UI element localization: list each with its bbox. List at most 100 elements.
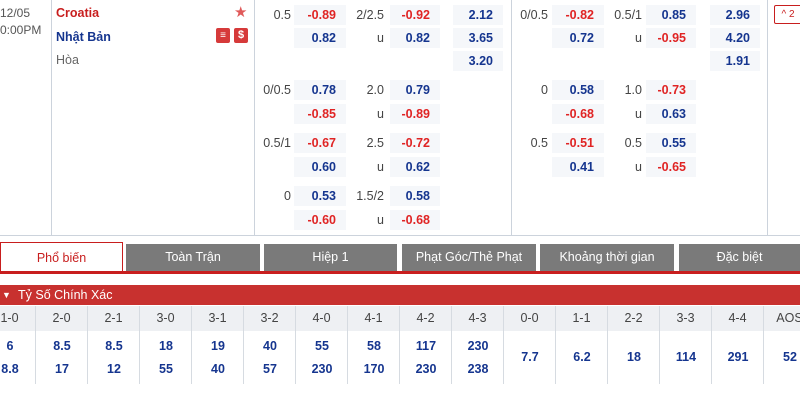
score-odds[interactable]: 12 [107,362,121,376]
ht-handicap-odds[interactable]: 0.41 [552,157,604,177]
ft-1x2-draw[interactable]: 3.20 [453,51,503,71]
ft-handicap-odds[interactable]: -0.85 [294,104,346,124]
score-odds[interactable]: 170 [363,362,385,376]
score-odds[interactable]: 17 [55,362,69,376]
score-column [36,331,88,384]
ft-ou-odds[interactable]: -0.72 [390,133,440,153]
ft-ou-odds[interactable]: 0.79 [390,80,440,100]
ht-handicap-line: 0 [541,83,548,97]
section-header: ▼ Tỷ Số Chính Xác [0,285,800,305]
score-odds[interactable]: 291 [727,350,749,364]
score-column [296,331,348,384]
score-odds[interactable]: 230 [415,362,437,376]
score-column [504,331,556,384]
collapse-caret-icon[interactable]: ▼ [2,290,11,300]
ht-ou-odds[interactable]: 0.63 [646,104,696,124]
score-column [712,331,764,384]
home-team[interactable]: Croatia [56,6,100,20]
ht-handicap-odds[interactable]: -0.51 [552,133,604,153]
score-odds[interactable]: 8.8 [1,362,19,376]
score-odds[interactable]: 230 [467,339,489,353]
ft-ou-odds[interactable]: -0.92 [390,5,440,25]
score-odds[interactable]: 7.7 [521,350,539,364]
score-column [192,331,244,384]
ht-1x2-home[interactable]: 2.96 [710,5,760,25]
score-header: 4-1 [348,306,400,331]
dollar-icon[interactable]: $ [234,28,248,43]
tab-time-period[interactable]: Khoảng thời gian [540,244,674,271]
more-markets-button[interactable]: ^ 2 [774,5,800,24]
ft-handicap-odds[interactable]: -0.89 [294,5,346,25]
ft-ou-odds[interactable]: 0.62 [390,157,440,177]
score-header: 4-4 [712,306,764,331]
draw-label: Hòa [56,53,79,67]
score-odds[interactable]: 8.5 [53,339,71,353]
score-odds[interactable]: 40 [211,362,225,376]
score-odds[interactable]: 58 [367,339,381,353]
tab-corners-cards[interactable]: Phạt Góc/Thẻ Phạt [402,244,536,271]
score-odds[interactable]: 6.2 [573,350,591,364]
ht-ou-odds[interactable]: -0.95 [646,28,696,48]
ht-handicap-odds[interactable]: -0.68 [552,104,604,124]
ft-handicap-odds[interactable]: 0.78 [294,80,346,100]
ht-ou-line: 0.5/1 [614,8,642,22]
ft-1x2-home[interactable]: 2.12 [453,5,503,25]
ht-ou-odds[interactable]: -0.73 [646,80,696,100]
score-header: 4-3 [452,306,504,331]
ht-ou-odds[interactable]: -0.65 [646,157,696,177]
ft-ou-odds[interactable]: 0.82 [390,28,440,48]
score-odds[interactable]: 55 [315,339,329,353]
ht-1x2-draw[interactable]: 1.91 [710,51,760,71]
ft-handicap-odds[interactable]: -0.67 [294,133,346,153]
stats-icon[interactable]: ≡ [216,28,230,43]
ht-handicap-odds[interactable]: 0.72 [552,28,604,48]
score-odds[interactable]: 18 [159,339,173,353]
score-odds[interactable]: 8.5 [105,339,123,353]
score-column [452,331,504,384]
score-odds[interactable]: 52 [783,350,797,364]
ht-ou-odds[interactable]: 0.55 [646,133,696,153]
tab-full-match[interactable]: Toàn Trận [126,244,260,271]
ft-handicap-odds[interactable]: 0.82 [294,28,346,48]
ft-1x2-away[interactable]: 3.65 [453,28,503,48]
score-header: 0-0 [504,306,556,331]
score-header: 3-3 [660,306,712,331]
ft-handicap-line: 0/0.5 [263,83,291,97]
score-odds[interactable]: 117 [415,339,437,353]
score-odds[interactable]: 55 [159,362,173,376]
score-odds[interactable]: 238 [467,362,489,376]
tab-underline [0,271,800,274]
section-title: Tỷ Số Chính Xác [18,288,113,302]
ft-ou-odds[interactable]: -0.68 [390,210,440,230]
score-odds[interactable]: 18 [627,350,641,364]
score-column [608,331,660,384]
ft-ou-odds[interactable]: -0.89 [390,104,440,124]
ht-handicap-odds[interactable]: 0.58 [552,80,604,100]
ht-ou-under: u [635,107,642,121]
ht-ou-odds[interactable]: 0.85 [646,5,696,25]
score-header: 3-0 [140,306,192,331]
ht-handicap-odds[interactable]: -0.82 [552,5,604,25]
ft-handicap-odds[interactable]: -0.60 [294,210,346,230]
score-column [400,331,452,384]
score-header: 3-2 [244,306,296,331]
score-odds[interactable]: 114 [675,350,697,364]
ft-ou-odds[interactable]: 0.58 [390,186,440,206]
tab-popular[interactable]: Phổ biến [0,242,123,274]
score-odds[interactable]: 19 [211,339,225,353]
ht-1x2-away[interactable]: 4.20 [710,28,760,48]
ht-ou-line: 0.5 [624,136,642,150]
favorite-star-icon[interactable]: ★ [234,4,248,21]
score-odds[interactable]: 57 [263,362,277,376]
ft-handicap-odds[interactable]: 0.60 [294,157,346,177]
ft-handicap-odds[interactable]: 0.53 [294,186,346,206]
ht-ou-under: u [635,160,642,174]
ft-handicap-line: 0.5 [273,8,291,22]
away-team[interactable]: Nhật Bản [56,30,111,44]
score-odds[interactable]: 230 [311,362,333,376]
tab-first-half[interactable]: Hiệp 1 [264,244,397,271]
score-odds[interactable]: 40 [263,339,277,353]
tab-special[interactable]: Đặc biệt [679,244,800,271]
score-odds[interactable]: 6 [6,339,14,353]
ft-handicap-line: 0 [284,189,291,203]
